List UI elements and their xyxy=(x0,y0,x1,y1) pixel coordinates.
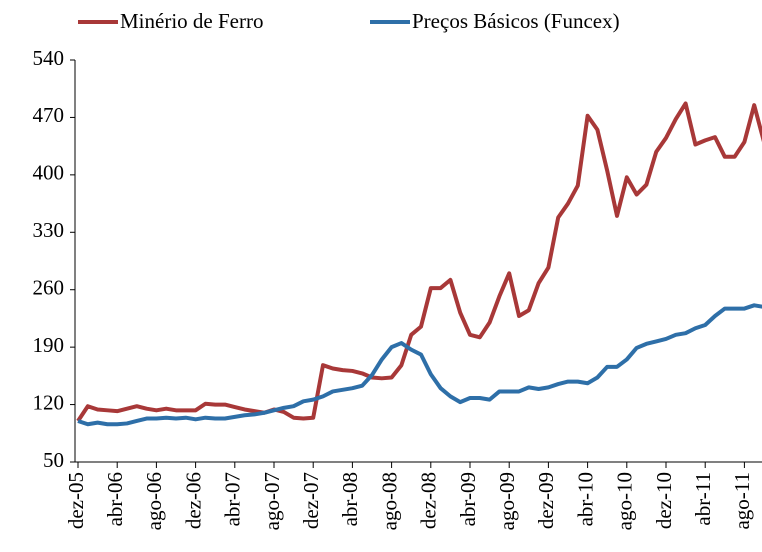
x-tick-label: ago-10 xyxy=(613,472,637,530)
legend-label: Preços Básicos (Funcex) xyxy=(412,9,620,33)
x-tick-label: dez-09 xyxy=(534,472,558,529)
legend-label: Minério de Ferro xyxy=(120,9,263,33)
x-tick-label: ago-07 xyxy=(260,472,284,530)
x-tick-label: dez-07 xyxy=(299,472,323,529)
x-tick-label: abr-08 xyxy=(338,472,362,526)
y-tick-label: 330 xyxy=(33,218,65,242)
series-line xyxy=(76,101,762,423)
legend: Minério de Ferro Preços Básicos (Funcex) xyxy=(78,9,620,33)
x-tick-label: dez-10 xyxy=(652,472,676,529)
x-tick-label: dez-05 xyxy=(64,472,88,529)
y-tick-label: 50 xyxy=(43,448,64,472)
y-tick-label: 470 xyxy=(33,103,65,127)
x-tick-label: dez-08 xyxy=(417,472,441,529)
y-tick-label: 400 xyxy=(33,161,65,185)
x-tick-label: ago-08 xyxy=(377,472,401,530)
y-tick-label: 190 xyxy=(33,333,65,357)
plot-area xyxy=(76,101,762,427)
x-tick-label: abr-06 xyxy=(103,472,127,526)
x-tick-label: ago-11 xyxy=(730,472,754,530)
x-tick-label: abr-07 xyxy=(221,472,245,526)
x-tick-label: abr-09 xyxy=(456,472,480,526)
x-tick-label: abr-10 xyxy=(573,472,597,526)
x-tick-label: ago-06 xyxy=(142,472,166,530)
y-tick-label: 260 xyxy=(33,276,65,300)
x-tick-label: abr-11 xyxy=(691,472,715,526)
x-tick-label: dez-06 xyxy=(181,472,205,529)
x-tick-label: ago-09 xyxy=(495,472,519,530)
series-line xyxy=(77,303,762,427)
y-tick-label: 540 xyxy=(33,46,65,70)
y-tick-label: 120 xyxy=(33,390,65,414)
